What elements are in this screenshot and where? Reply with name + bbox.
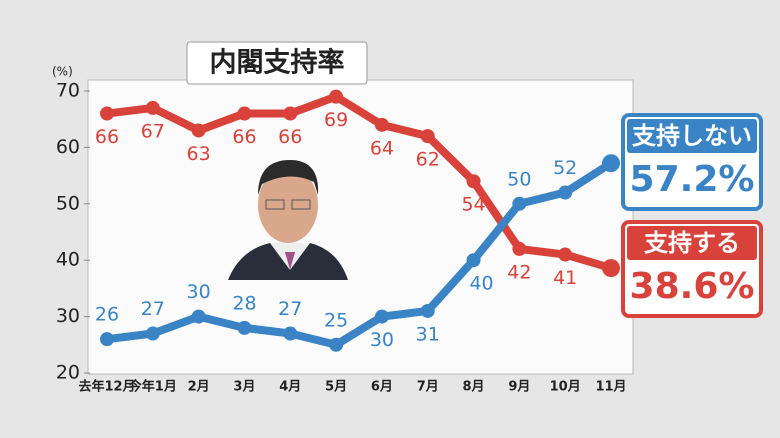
chart-title: 内閣支持率	[210, 47, 345, 79]
data-point	[283, 106, 298, 121]
x-tick-label: 5月	[325, 380, 347, 395]
y-tick-label: 30	[56, 305, 80, 327]
legend-header	[627, 226, 757, 260]
data-point	[512, 241, 527, 256]
data-label: 50	[507, 168, 531, 190]
data-point	[329, 89, 344, 104]
data-point	[512, 196, 527, 211]
x-tick-label: 今年1月	[128, 379, 177, 395]
data-point	[558, 185, 573, 200]
y-tick-label: 20	[56, 362, 80, 384]
data-label: 28	[232, 292, 256, 314]
y-tick-label: 40	[56, 249, 80, 271]
x-tick-label: 8月	[463, 380, 485, 395]
data-label: 27	[278, 298, 302, 320]
data-point	[374, 309, 389, 324]
data-label: 25	[324, 309, 348, 331]
data-point	[420, 303, 435, 318]
data-label: 62	[416, 149, 440, 171]
x-tick-label: 4月	[279, 380, 301, 395]
data-point	[374, 117, 389, 132]
data-label: 31	[416, 323, 440, 345]
data-point	[191, 309, 206, 324]
y-tick-label: 70	[56, 80, 80, 102]
legend-name: 支持しない	[632, 122, 752, 150]
data-point	[602, 154, 620, 173]
data-label: 64	[370, 137, 394, 159]
data-label: 66	[278, 126, 302, 148]
data-point	[329, 337, 344, 352]
data-point	[237, 106, 252, 121]
legend-name: 支持する	[644, 229, 740, 257]
data-label: 42	[507, 261, 531, 283]
legend-value: 38.6%	[630, 266, 755, 307]
data-point	[100, 332, 114, 347]
data-label: 30	[370, 329, 394, 351]
data-point	[100, 106, 114, 121]
x-tick-label: 7月	[417, 380, 439, 395]
data-label: 67	[141, 120, 165, 142]
data-label: 66	[232, 126, 256, 148]
data-point	[237, 320, 252, 335]
data-label: 27	[141, 298, 165, 320]
data-point	[466, 253, 481, 268]
data-point	[558, 247, 573, 262]
data-label: 41	[553, 267, 577, 289]
data-point	[420, 129, 435, 144]
data-point	[283, 326, 298, 341]
data-point	[191, 123, 206, 138]
x-tick-label: 11月	[595, 380, 626, 395]
data-label: 26	[95, 304, 119, 326]
photo	[228, 160, 348, 280]
data-point	[145, 100, 160, 115]
data-point	[466, 174, 481, 189]
x-tick-label: 10月	[550, 380, 581, 395]
title-box	[186, 41, 368, 85]
x-tick-label: 9月	[508, 380, 530, 395]
x-tick-label: 去年12月	[78, 379, 135, 395]
data-label: 30	[187, 281, 211, 303]
data-label: 40	[469, 273, 493, 295]
y-tick-label: 60	[56, 136, 80, 158]
x-tick-label: 2月	[188, 380, 210, 395]
data-point	[602, 259, 620, 278]
data-label: 63	[187, 143, 211, 165]
series-line	[106, 159, 614, 349]
x-tick-label: 3月	[233, 380, 255, 395]
data-label: 69	[324, 109, 348, 131]
y-tick-label: 50	[56, 192, 80, 214]
data-label: 52	[553, 157, 577, 179]
legend-value: 57.2%	[630, 159, 755, 200]
data-label: 54	[461, 194, 485, 216]
data-label: 66	[95, 126, 119, 148]
legend-header	[627, 119, 757, 153]
series-line	[106, 92, 613, 272]
data-point	[145, 326, 160, 341]
y-unit: (%)	[52, 65, 73, 79]
x-tick-label: 6月	[371, 380, 393, 395]
